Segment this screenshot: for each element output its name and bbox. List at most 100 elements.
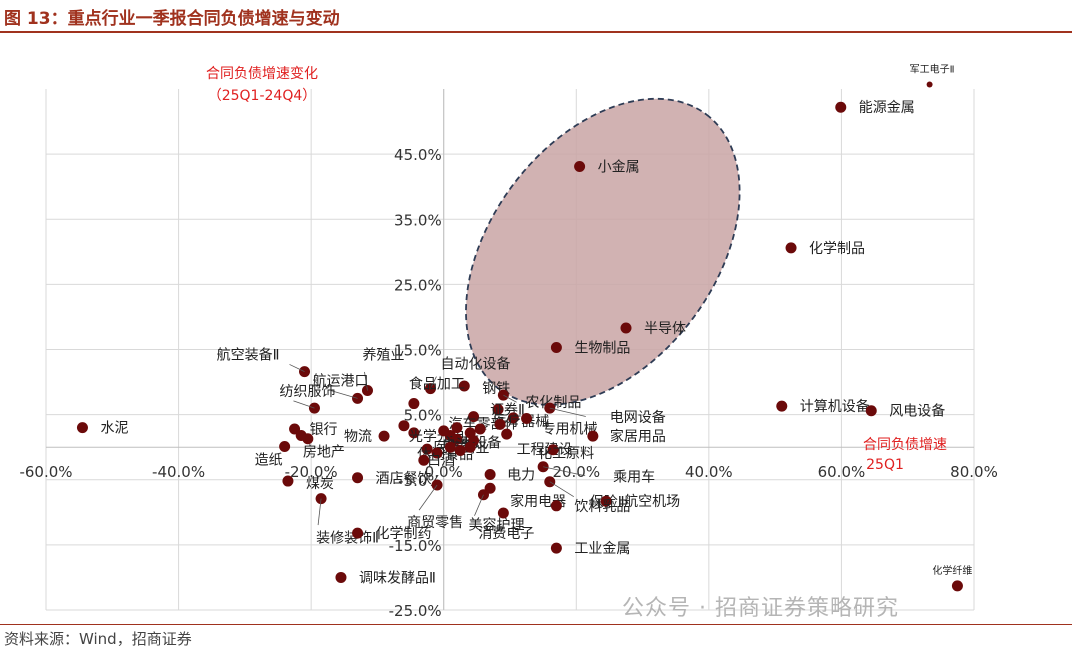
- data-label: 纺织服饰: [279, 384, 335, 400]
- data-point: [484, 469, 496, 481]
- highlight-ellipse: [465, 97, 741, 406]
- label-leader-line: [549, 481, 574, 498]
- data-label: 农化制品: [525, 395, 581, 411]
- data-label: 电网设备: [610, 409, 666, 426]
- y-tick-label: -5.0%: [398, 472, 442, 490]
- y-axis-title: 合同负债增速变化: [206, 66, 318, 82]
- data-point: [378, 430, 390, 442]
- data-label: 小金属: [598, 159, 640, 175]
- data-label: 生物制品: [574, 341, 630, 357]
- y-tick-label: 15.0%: [394, 342, 442, 360]
- data-point: [574, 160, 586, 172]
- data-point: [352, 472, 364, 484]
- data-label: 航空装备Ⅱ: [217, 347, 280, 364]
- data-label: 航空机场: [624, 494, 680, 510]
- data-point: [408, 398, 420, 410]
- x-tick-label: -20.0%: [285, 463, 338, 481]
- data-point: [550, 342, 562, 354]
- data-label: 自动化设备: [440, 356, 510, 373]
- data-point: [444, 441, 456, 453]
- label-leader-line: [543, 466, 586, 477]
- data-label: 化学制药: [376, 526, 432, 542]
- watermark: 公众号 · 招商证券策略研究: [622, 596, 899, 621]
- label-leader-line: [430, 376, 437, 389]
- data-label: 房地产: [303, 445, 345, 461]
- data-point: [464, 441, 476, 453]
- data-label: 装修装饰Ⅱ: [316, 531, 379, 547]
- data-label: 能源金属: [859, 100, 915, 116]
- data-label: 白酒: [427, 453, 455, 469]
- data-point: [620, 322, 632, 334]
- data-label: 酒店餐饮: [376, 471, 432, 487]
- data-label: 专用机械: [542, 422, 598, 438]
- data-point: [521, 413, 533, 425]
- data-point: [451, 433, 463, 445]
- data-point: [468, 411, 480, 423]
- data-label: 化工原料: [538, 446, 594, 462]
- label-leader-line: [474, 494, 484, 516]
- x-tick-label: 0.0%: [425, 463, 463, 481]
- data-label: 计算机设备: [800, 398, 870, 415]
- data-point: [547, 444, 559, 456]
- data-label: 调味发酵品Ⅱ: [359, 570, 436, 586]
- y-tick-label: 35.0%: [394, 211, 442, 229]
- data-label: 食品加工: [409, 376, 465, 393]
- label-leader-line: [317, 498, 322, 526]
- data-point: [451, 422, 463, 434]
- label-leader-line: [549, 407, 586, 417]
- data-label: 美容护理: [468, 517, 524, 534]
- data-label: 饮料乳品: [574, 499, 630, 515]
- data-label: 电力: [507, 468, 535, 484]
- data-point: [507, 412, 519, 424]
- label-leader-line: [503, 394, 517, 403]
- data-point: [951, 580, 963, 592]
- y-tick-label: 45.0%: [394, 146, 442, 164]
- data-label: 商贸零售: [407, 515, 463, 531]
- data-point: [421, 443, 433, 455]
- data-label: 化学纤维: [932, 564, 972, 577]
- data-point: [550, 542, 562, 554]
- data-point: [600, 495, 612, 507]
- data-point: [458, 380, 470, 392]
- data-point: [494, 418, 506, 430]
- scatter-chart: -60.0% -40.0% -20.0% 0.0% 20.0% 40.0% 60.0% 80.…: [19, 62, 998, 620]
- y-axis-title: （25Q1-24Q4）: [208, 88, 317, 104]
- data-point: [454, 444, 466, 456]
- data-point: [398, 420, 410, 432]
- data-point: [438, 425, 450, 437]
- x-axis-title: 25Q1: [866, 457, 904, 473]
- x-tick-label: 80.0%: [950, 463, 998, 481]
- data-label: 军工电子Ⅱ: [910, 62, 955, 75]
- data-label: 工业金属: [574, 541, 630, 557]
- data-label: 工程建设: [517, 442, 573, 458]
- x-tick-label: -60.0%: [19, 463, 72, 481]
- data-point: [501, 428, 513, 440]
- data-label: 航运港口: [313, 373, 369, 389]
- data-point: [776, 400, 788, 412]
- data-point: [295, 429, 307, 441]
- data-label: 乘用车: [613, 469, 655, 486]
- label-leader-line: [293, 400, 315, 409]
- data-point: [835, 101, 847, 113]
- y-tick-label: 25.0%: [394, 276, 442, 294]
- data-label: 半导体: [644, 321, 686, 337]
- y-tick-label: 5.0%: [404, 407, 442, 425]
- y-tick-label: -25.0%: [389, 602, 442, 620]
- source-note: 资料来源：Wind，招商证券: [4, 630, 192, 648]
- title-rule: [0, 31, 1072, 33]
- data-label: 化学制品: [809, 241, 865, 257]
- y-tick-label: -15.0%: [389, 537, 442, 555]
- data-label: 造纸: [255, 453, 283, 469]
- data-label: 消费电子: [478, 526, 534, 542]
- x-axis-title: 合同负债增速: [863, 437, 947, 453]
- x-tick-label: 20.0%: [552, 463, 600, 481]
- x-tick-label: 60.0%: [818, 463, 866, 481]
- data-point: [279, 441, 291, 453]
- figure-title: 图 13：重点行业一季报合同负债增速与变动: [4, 9, 340, 29]
- data-point: [474, 423, 486, 435]
- data-point: [492, 403, 504, 415]
- data-label: 煤炭: [306, 476, 334, 492]
- data-point: [408, 427, 420, 439]
- source-rule: [0, 624, 1072, 625]
- data-label: 水泥: [100, 421, 128, 437]
